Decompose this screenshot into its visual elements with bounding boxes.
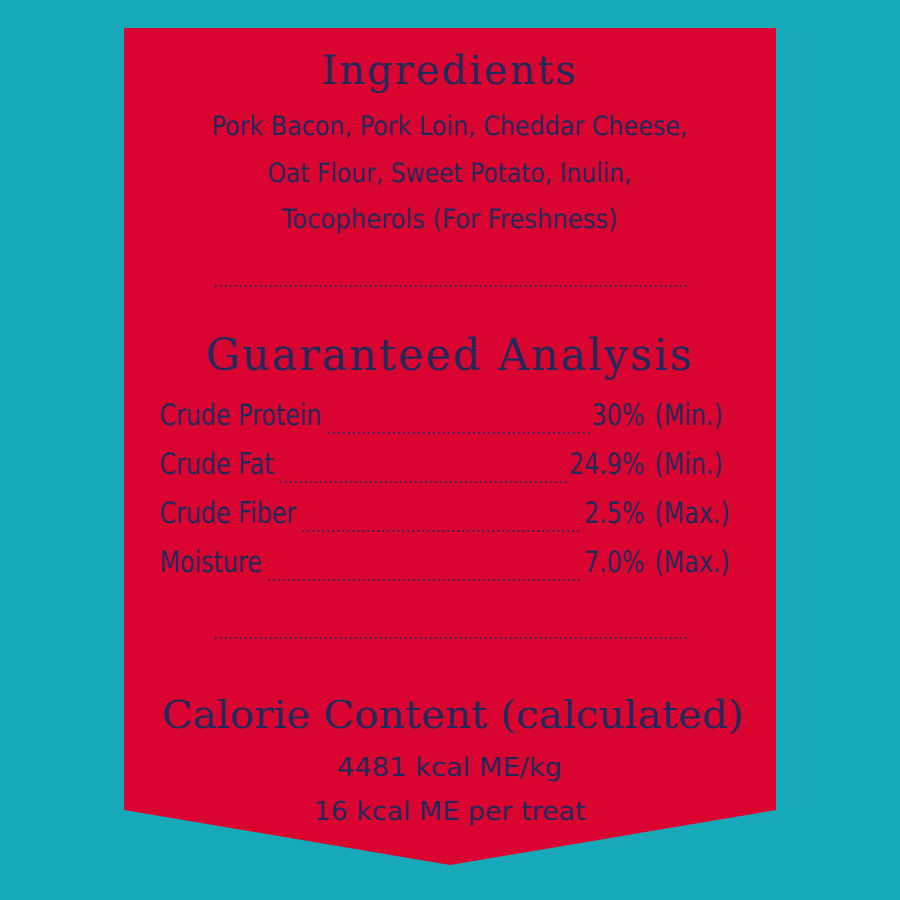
nutrient-name: Crude Fat — [160, 448, 274, 482]
nutrient-qualifier: (Min.) — [655, 448, 723, 482]
nutrient-value: 30% — [592, 399, 645, 433]
ingredient-line: Oat Flour, Sweet Potato, Inulin, — [268, 158, 632, 189]
calorie-line: 16 kcal ME per treat — [314, 797, 586, 827]
ingredient-line: Pork Bacon, Pork Loin, Cheddar Cheese, — [212, 111, 688, 142]
nutrient-qualifier: (Max.) — [655, 497, 730, 531]
nutrient-value: 24.9% — [570, 448, 645, 482]
ingredients-title: Ingredients — [322, 48, 578, 94]
nutrient-value: 7.0% — [585, 546, 645, 580]
ingredient-line: Tocopherols (For Freshness) — [281, 204, 618, 235]
nutrient-name: Crude Fiber — [160, 497, 297, 531]
analysis-title: Guaranteed Analysis — [206, 330, 694, 381]
nutrient-name: Crude Protein — [160, 399, 322, 433]
nutrient-value: 2.5% — [585, 497, 645, 531]
nutrient-name: Moisture — [160, 546, 262, 580]
nutrient-qualifier: (Min.) — [655, 399, 723, 433]
nutrient-qualifier: (Max.) — [655, 546, 730, 580]
calorie-line: 4481 kcal ME/kg — [338, 753, 563, 783]
banner — [124, 28, 776, 865]
analysis-rows: Crude Protein 30% (Min.) Crude Fat 24.9% (Min… — [160, 399, 730, 581]
calories-title: Calorie Content (calculated) — [162, 693, 744, 737]
